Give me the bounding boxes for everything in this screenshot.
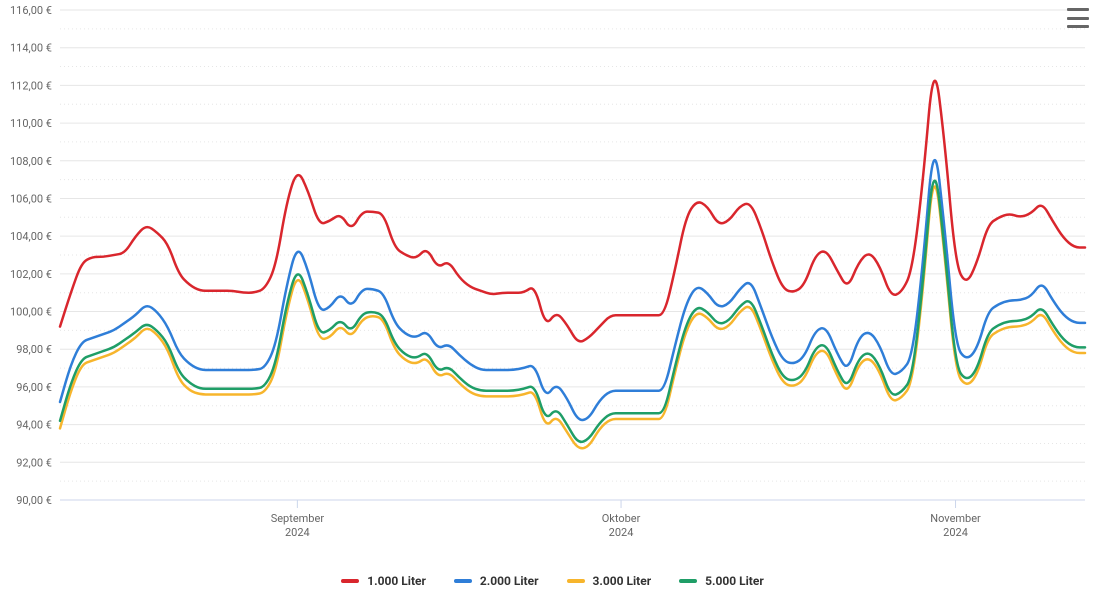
y-axis-tick-label: 106,00 €: [10, 192, 52, 205]
y-axis-tick-label: 112,00 €: [10, 79, 52, 92]
legend-label: 3.000 Liter: [593, 574, 652, 588]
series-line: [60, 81, 1085, 342]
hamburger-icon: [1067, 8, 1089, 11]
legend-label: 5.000 Liter: [705, 574, 764, 588]
y-axis-tick-label: 110,00 €: [10, 117, 52, 130]
y-axis-tick-label: 100,00 €: [10, 306, 52, 319]
legend-item[interactable]: 1.000 Liter: [341, 574, 426, 588]
y-axis-tick-label: 90,00 €: [16, 494, 52, 507]
x-axis-year-label: 2024: [285, 526, 310, 539]
x-axis-year-label: 2024: [943, 526, 968, 539]
x-axis-month-label: September: [271, 512, 325, 525]
y-axis-tick-label: 116,00 €: [10, 4, 52, 17]
y-axis-tick-label: 96,00 €: [16, 381, 52, 394]
x-axis-month-label: Oktober: [602, 512, 641, 525]
legend-swatch: [679, 579, 697, 583]
y-axis-tick-label: 92,00 €: [16, 456, 52, 469]
x-axis-year-label: 2024: [609, 526, 634, 539]
y-axis-tick-label: 98,00 €: [16, 343, 52, 356]
line-chart-canvas: 90,00 € 92,00 € 94,00 € 96,00 € 98,00 € 100,0…: [0, 0, 1105, 602]
legend-label: 1.000 Liter: [367, 574, 426, 588]
legend-swatch: [341, 579, 359, 583]
y-axis-tick-label: 114,00 €: [10, 42, 52, 55]
y-axis-tick-label: 104,00 €: [10, 230, 52, 243]
y-axis-tick-label: 102,00 €: [10, 268, 52, 281]
y-axis-tick-label: 94,00 €: [16, 419, 52, 432]
y-axis-tick-label: 108,00 €: [10, 155, 52, 168]
price-chart: 90,00 € 92,00 € 94,00 € 96,00 € 98,00 € 100,0…: [0, 0, 1105, 602]
chart-menu-button[interactable]: [1065, 6, 1091, 30]
x-axis-month-label: November: [930, 512, 981, 525]
legend-label: 2.000 Liter: [480, 574, 539, 588]
legend-item[interactable]: 3.000 Liter: [567, 574, 652, 588]
chart-legend: 1.000 Liter 2.000 Liter 3.000 Liter 5.000 L…: [0, 574, 1105, 588]
legend-swatch: [454, 579, 472, 583]
legend-item[interactable]: 5.000 Liter: [679, 574, 764, 588]
legend-swatch: [567, 579, 585, 583]
legend-item[interactable]: 2.000 Liter: [454, 574, 539, 588]
